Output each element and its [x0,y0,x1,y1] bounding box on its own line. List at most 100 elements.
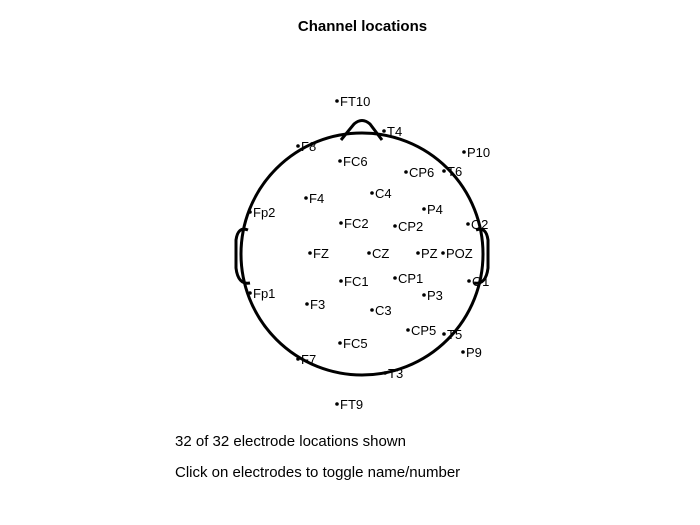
instruction-text: Click on electrodes to toggle name/numbe… [175,464,461,481]
electrode-label[interactable]: P3 [427,288,443,303]
electrode-dot[interactable] [335,402,339,406]
electrode-dot[interactable] [441,251,445,255]
electrode-t5[interactable]: T5 [442,327,462,342]
electrode-cz[interactable]: CZ [367,246,389,261]
electrode-fc5[interactable]: FC5 [338,336,368,351]
electrode-label[interactable]: P9 [466,345,482,360]
electrode-o1[interactable]: O1 [467,274,489,289]
electrode-label[interactable]: T3 [388,366,403,381]
electrode-label[interactable]: T4 [387,124,402,139]
electrode-t4[interactable]: T4 [382,124,402,139]
electrode-c3[interactable]: C3 [370,303,392,318]
electrode-fz[interactable]: FZ [308,246,329,261]
electrode-label[interactable]: F8 [301,139,316,154]
electrode-label[interactable]: POZ [446,246,473,261]
electrode-label[interactable]: FC6 [343,154,368,169]
electrode-label[interactable]: Fp1 [253,286,275,301]
electrode-poz[interactable]: POZ [441,246,473,261]
electrode-dot[interactable] [370,308,374,312]
electrode-dot[interactable] [335,99,339,103]
electrode-dot[interactable] [406,328,410,332]
plot-title: Channel locations [297,18,428,35]
electrode-cp5[interactable]: CP5 [406,323,436,338]
electrode-fc1[interactable]: FC1 [339,274,369,289]
electrode-p9[interactable]: P9 [461,345,482,360]
electrode-label[interactable]: O1 [472,274,489,289]
electrode-label[interactable]: CP1 [398,271,423,286]
electrode-fp1[interactable]: Fp1 [248,286,275,301]
electrode-dot[interactable] [422,293,426,297]
electrode-dot[interactable] [393,224,397,228]
electrode-pz[interactable]: PZ [416,246,438,261]
electrode-p10[interactable]: P10 [462,145,490,160]
electrode-label[interactable]: Fp2 [253,205,275,220]
electrode-label[interactable]: FT10 [340,94,370,109]
electrode-ft9[interactable]: FT9 [335,397,363,412]
electrode-dot[interactable] [467,279,471,283]
electrode-label[interactable]: FC2 [344,216,369,231]
electrode-dot[interactable] [305,302,309,306]
electrode-t3[interactable]: T3 [383,366,403,381]
head-outline [234,119,490,377]
electrode-label[interactable]: C3 [375,303,392,318]
electrode-dot[interactable] [367,251,371,255]
electrode-dot[interactable] [442,332,446,336]
electrode-cp6[interactable]: CP6 [404,165,434,180]
electrode-label[interactable]: CZ [372,246,389,261]
electrode-fp2[interactable]: Fp2 [248,205,275,220]
electrode-dot[interactable] [383,371,387,375]
electrode-label[interactable]: F4 [309,191,324,206]
electrode-label[interactable]: CP6 [409,165,434,180]
electrode-c4[interactable]: C4 [370,186,392,201]
electrode-label[interactable]: C4 [375,186,392,201]
electrode-p3[interactable]: P3 [422,288,443,303]
electrode-label[interactable]: P10 [467,145,490,160]
electrode-f8[interactable]: F8 [296,139,316,154]
electrode-cp1[interactable]: CP1 [393,271,423,286]
electrode-dot[interactable] [248,210,252,214]
electrode-dot[interactable] [248,291,252,295]
electrode-dot[interactable] [461,350,465,354]
electrode-label[interactable]: CP2 [398,219,423,234]
electrode-cp2[interactable]: CP2 [393,219,423,234]
electrode-label[interactable]: F3 [310,297,325,312]
electrode-f3[interactable]: F3 [305,297,325,312]
electrode-dot[interactable] [338,341,342,345]
electrode-dot[interactable] [296,357,300,361]
electrode-fc6[interactable]: FC6 [338,154,368,169]
electrode-label[interactable]: FT9 [340,397,363,412]
electrode-p4[interactable]: P4 [422,202,443,217]
nose [339,119,384,141]
electrode-t6[interactable]: T6 [442,164,462,179]
electrode-ft10[interactable]: FT10 [335,94,370,109]
electrode-dot[interactable] [296,144,300,148]
electrode-label[interactable]: FZ [313,246,329,261]
electrode-label[interactable]: PZ [421,246,438,261]
electrode-dot[interactable] [304,196,308,200]
electrode-dot[interactable] [404,170,408,174]
electrode-label[interactable]: P4 [427,202,443,217]
electrode-fc2[interactable]: FC2 [339,216,369,231]
electrode-f7[interactable]: F7 [296,352,316,367]
electrode-dot[interactable] [382,129,386,133]
electrode-dot[interactable] [339,279,343,283]
electrode-f4[interactable]: F4 [304,191,324,206]
electrode-dot[interactable] [339,221,343,225]
electrode-label[interactable]: FC5 [343,336,368,351]
electrode-dot[interactable] [462,150,466,154]
electrode-dot[interactable] [308,251,312,255]
electrode-label[interactable]: F7 [301,352,316,367]
electrode-label[interactable]: T6 [447,164,462,179]
electrode-dot[interactable] [442,169,446,173]
electrode-dot[interactable] [393,276,397,280]
electrode-dot[interactable] [338,159,342,163]
electrode-dot[interactable] [466,222,470,226]
electrode-label[interactable]: O2 [471,217,488,232]
electrode-label[interactable]: FC1 [344,274,369,289]
electrode-o2[interactable]: O2 [466,217,488,232]
electrode-dot[interactable] [416,251,420,255]
electrode-label[interactable]: T5 [447,327,462,342]
electrode-dot[interactable] [422,207,426,211]
electrode-label[interactable]: CP5 [411,323,436,338]
electrode-dot[interactable] [370,191,374,195]
